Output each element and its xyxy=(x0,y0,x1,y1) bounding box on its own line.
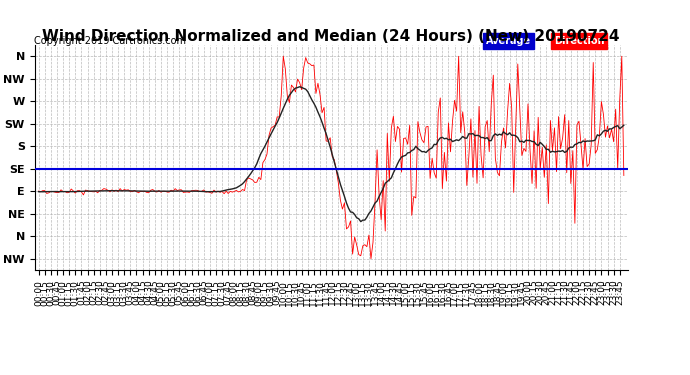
Text: Direction: Direction xyxy=(553,36,604,46)
Text: Average: Average xyxy=(486,36,531,46)
Text: Copyright 2019 Cartronics.com: Copyright 2019 Cartronics.com xyxy=(34,36,186,46)
Title: Wind Direction Normalized and Median (24 Hours) (New) 20190724: Wind Direction Normalized and Median (24… xyxy=(43,29,620,44)
